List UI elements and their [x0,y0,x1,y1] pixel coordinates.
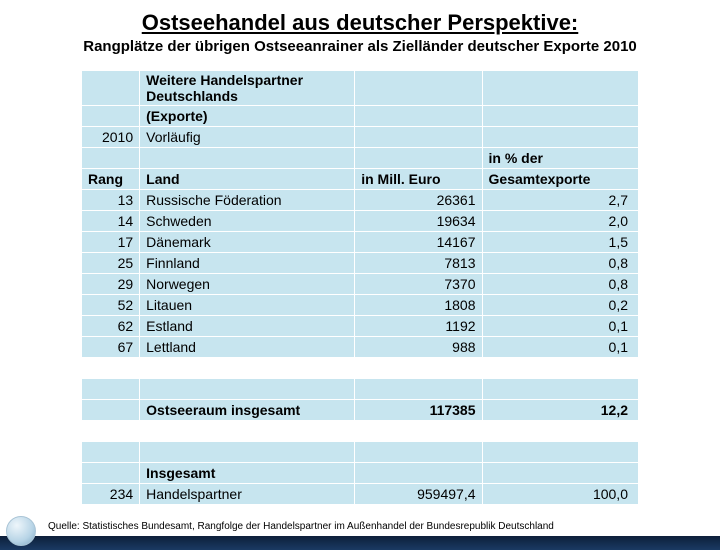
cell-pct: 0,1 [482,316,638,337]
cell-rank: 13 [82,190,140,211]
table-header-1: Weitere Handelspartner Deutschlands [140,71,355,106]
col-rank: Rang [82,169,140,190]
col-land: Land [140,169,355,190]
cell-pct: 1,5 [482,232,638,253]
table-row: 67 Lettland 988 0,1 [82,337,639,358]
total-mill: 959497,4 [355,484,482,505]
total-land: Handelspartner [140,484,355,505]
cell-mill: 1192 [355,316,482,337]
table-row: 52 Litauen 1808 0,2 [82,295,639,316]
cell-mill: 26361 [355,190,482,211]
cell-rank: 62 [82,316,140,337]
cell-mill: 7813 [355,253,482,274]
cell-mill: 14167 [355,232,482,253]
cell-rank: 25 [82,253,140,274]
cell-land: Estland [140,316,355,337]
globe-icon [6,516,36,546]
subtotal-label: Ostseeraum insgesamt [140,400,355,421]
cell-pct: 2,7 [482,190,638,211]
table-row: 13 Russische Föderation 26361 2,7 [82,190,639,211]
cell-pct: 0,1 [482,337,638,358]
cell-land: Russische Föderation [140,190,355,211]
cell-pct: 0,8 [482,253,638,274]
year-note: Vorläufig [140,127,355,148]
table-row: 17 Dänemark 14167 1,5 [82,232,639,253]
table-row: 62 Estland 1192 0,1 [82,316,639,337]
cell-mill: 1808 [355,295,482,316]
total-row: 234 Handelspartner 959497,4 100,0 [82,484,639,505]
col-pct-line1: in % der [482,148,638,169]
cell-pct: 0,8 [482,274,638,295]
table-header-2: (Exporte) [140,106,355,127]
col-pct-line2: Gesamtexporte [482,169,638,190]
subtotal-mill: 117385 [355,400,482,421]
cell-land: Lettland [140,337,355,358]
page-title: Ostseehandel aus deutscher Perspektive: [0,10,720,36]
cell-rank: 29 [82,274,140,295]
year-label: 2010 [82,127,140,148]
table-row: 29 Norwegen 7370 0,8 [82,274,639,295]
subtotal-row: Ostseeraum insgesamt 117385 12,2 [82,400,639,421]
col-mill: in Mill. Euro [355,169,482,190]
cell-rank: 67 [82,337,140,358]
subtotal-pct: 12,2 [482,400,638,421]
total-pct: 100,0 [482,484,638,505]
cell-pct: 2,0 [482,211,638,232]
page-subtitle: Rangplätze der übrigen Ostseeanrainer al… [0,38,720,55]
total-label-row: Insgesamt [82,463,639,484]
cell-mill: 988 [355,337,482,358]
cell-land: Dänemark [140,232,355,253]
cell-rank: 14 [82,211,140,232]
cell-mill: 7370 [355,274,482,295]
cell-land: Norwegen [140,274,355,295]
source-note: Quelle: Statistisches Bundesamt, Rangfol… [48,521,554,532]
cell-land: Finnland [140,253,355,274]
export-table: Weitere Handelspartner Deutschlands (Exp… [80,69,640,527]
footer-band [0,536,720,550]
total-rank: 234 [82,484,140,505]
cell-land: Schweden [140,211,355,232]
table-row: 14 Schweden 19634 2,0 [82,211,639,232]
cell-rank: 17 [82,232,140,253]
total-label: Insgesamt [140,463,355,484]
cell-pct: 0,2 [482,295,638,316]
cell-land: Litauen [140,295,355,316]
cell-rank: 52 [82,295,140,316]
table-row: 25 Finnland 7813 0,8 [82,253,639,274]
cell-mill: 19634 [355,211,482,232]
